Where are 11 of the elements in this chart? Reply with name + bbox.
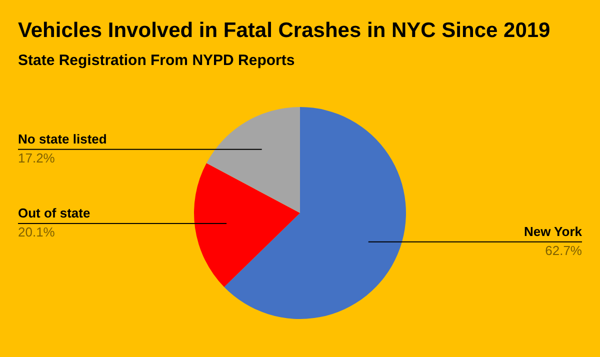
data-label: 62.7%: [545, 242, 582, 258]
pie-slice: [224, 107, 406, 319]
data-label: 17.2%: [18, 150, 56, 166]
chart-title: Vehicles Involved in Fatal Crashes in NYC Since 2019: [18, 19, 550, 42]
slice-label: Out of state: [18, 205, 90, 220]
pie-slice: [194, 163, 300, 288]
data-label: 20.1%: [18, 224, 56, 240]
pie-slice: [206, 107, 300, 213]
slice-label: No state listed: [18, 131, 107, 146]
slice-label: New York: [524, 224, 583, 239]
chart-subtitle: State Registration From NYPD Reports: [18, 52, 295, 69]
